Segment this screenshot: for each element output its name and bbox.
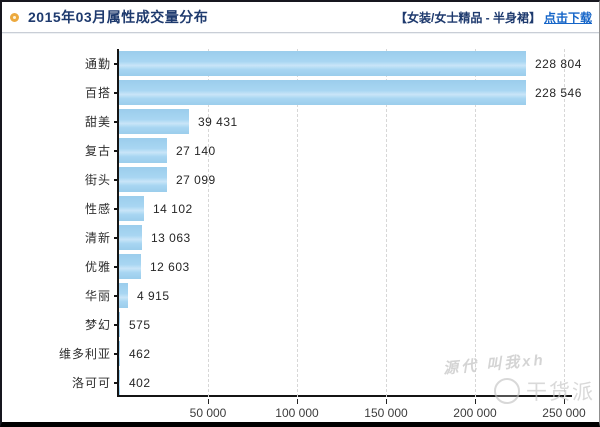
category-label: 优雅 xyxy=(84,260,111,274)
category-tick xyxy=(114,265,119,268)
bar xyxy=(119,225,142,250)
category-tick xyxy=(114,381,119,384)
category-tick xyxy=(114,207,119,210)
category-label: 复古 xyxy=(84,144,111,158)
bar xyxy=(119,138,167,163)
value-label: 575 xyxy=(129,317,151,332)
category-label: 性感 xyxy=(84,202,111,216)
category-label: 维多利亚 xyxy=(58,347,111,361)
bar-row: 街头 27 099 xyxy=(2,165,599,194)
x-axis-label: 200 000 xyxy=(453,406,497,420)
value-label: 27 140 xyxy=(176,143,216,158)
category-label: 华丽 xyxy=(84,289,111,303)
bar xyxy=(119,167,167,192)
bullet-ring-icon xyxy=(10,12,19,22)
bar xyxy=(119,51,526,76)
x-axis-tick xyxy=(475,399,476,404)
x-axis-tick xyxy=(386,399,387,404)
x-axis-tick xyxy=(208,399,209,404)
category-tick xyxy=(114,149,119,152)
category-tick xyxy=(114,62,119,65)
category-label: 街头 xyxy=(84,173,111,187)
x-axis-label: 100 000 xyxy=(275,406,319,420)
value-label: 402 xyxy=(129,375,151,390)
category-label: 百搭 xyxy=(84,86,111,100)
category-tick xyxy=(114,352,119,355)
gridline xyxy=(564,49,565,397)
bar-row: 华丽 4 915 xyxy=(2,281,599,310)
x-axis-tick xyxy=(297,399,298,404)
value-label: 39 431 xyxy=(198,114,238,129)
bar-row: 甜美 39 431 xyxy=(2,107,599,136)
category-tick xyxy=(114,236,119,239)
x-axis-label: 150 000 xyxy=(364,406,408,420)
report-header: 2015年03月属性成交量分布 【女装/女士精品 - 半身裙】 点击下载 xyxy=(2,2,599,33)
category-tick xyxy=(114,120,119,123)
value-label: 228 546 xyxy=(535,85,582,100)
gridline xyxy=(386,49,387,397)
category-label: 洛可可 xyxy=(71,376,111,390)
category-label: 梦幻 xyxy=(84,318,111,332)
value-label: 12 603 xyxy=(150,259,190,274)
value-label: 14 102 xyxy=(153,201,193,216)
bar-row: 梦幻 575 xyxy=(2,310,599,339)
bar-row: 通勤 228 804 xyxy=(2,49,599,78)
value-label: 27 099 xyxy=(176,172,216,187)
x-axis-label: 250 000 xyxy=(542,406,586,420)
bar xyxy=(119,370,120,395)
header-left: 2015年03月属性成交量分布 xyxy=(10,7,208,27)
page-title: 2015年03月属性成交量分布 xyxy=(28,9,209,25)
category-tick xyxy=(114,294,119,297)
bar-row: 洛可可 402 xyxy=(2,368,599,397)
value-label: 228 804 xyxy=(535,56,582,71)
bar-row: 优雅 12 603 xyxy=(2,252,599,281)
bar-row: 维多利亚 462 xyxy=(2,339,599,368)
bar xyxy=(119,109,189,134)
bar xyxy=(119,312,120,337)
category-label: 通勤 xyxy=(84,57,111,71)
value-label: 13 063 xyxy=(151,230,191,245)
category-tick xyxy=(114,91,119,94)
value-label: 4 915 xyxy=(137,288,170,303)
value-label: 462 xyxy=(129,346,151,361)
bar xyxy=(119,196,144,221)
category-tag: 【女装/女士精品 - 半身裙】 xyxy=(394,10,541,25)
x-axis-tick xyxy=(564,399,565,404)
bar xyxy=(119,341,120,366)
gridline xyxy=(208,49,209,397)
x-axis-label: 50 000 xyxy=(189,406,227,420)
bar xyxy=(119,254,141,279)
bar-row: 复古 27 140 xyxy=(2,136,599,165)
category-tick xyxy=(114,323,119,326)
category-label: 甜美 xyxy=(84,115,111,129)
bar xyxy=(119,283,128,308)
download-link[interactable]: 点击下载 xyxy=(543,10,592,25)
gridline xyxy=(475,49,476,397)
header-right: 【女装/女士精品 - 半身裙】 点击下载 xyxy=(395,9,592,26)
bar-rows: 通勤 228 804 百搭 228 546 甜美 39 431 复古 27 140 街头 27 0… xyxy=(2,49,599,397)
bar-row: 百搭 228 546 xyxy=(2,78,599,107)
gridline xyxy=(297,49,298,397)
x-axis: 50 000 100 000 150 000 200 000 250 000 xyxy=(119,399,586,422)
bar-row: 清新 13 063 xyxy=(2,223,599,252)
bar-row: 性感 14 102 xyxy=(2,194,599,223)
category-tick xyxy=(114,178,119,181)
chart-plot-area xyxy=(117,49,572,397)
category-label: 清新 xyxy=(84,231,111,245)
bar xyxy=(119,80,526,105)
